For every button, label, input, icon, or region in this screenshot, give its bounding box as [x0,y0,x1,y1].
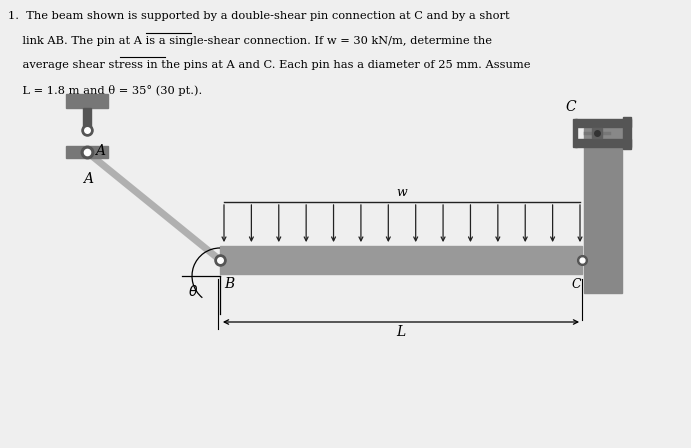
Text: A: A [95,144,105,158]
Bar [573,119,577,147]
Bar [220,246,582,274]
Text: w: w [397,186,408,199]
Text: 1.  The beam shown is supported by a double-shear pin connection at C and by a s: 1. The beam shown is supported by a doub… [8,11,510,21]
Text: A: A [83,172,93,186]
Text: C: C [572,278,582,291]
Text: B: B [224,277,234,291]
Bar [66,146,108,158]
Text: L: L [397,325,406,339]
Text: C: C [565,100,576,114]
Bar [584,128,622,293]
Text: average shear stress in the pins at A and C. Each pin has a diameter of 25 mm. A: average shear stress in the pins at A an… [8,60,531,70]
Text: L = 1.8 m and θ = 35° (30 pt.).: L = 1.8 m and θ = 35° (30 pt.). [8,85,202,96]
Bar [83,108,91,130]
Bar [575,139,631,147]
Bar [66,94,108,108]
Text: link AB. The pin at A is a single-shear connection. If w = 30 kN/m, determine th: link AB. The pin at A is a single-shear … [8,36,492,46]
Text: $\theta$: $\theta$ [188,284,198,299]
Bar [575,119,631,127]
Bar [623,117,631,149]
